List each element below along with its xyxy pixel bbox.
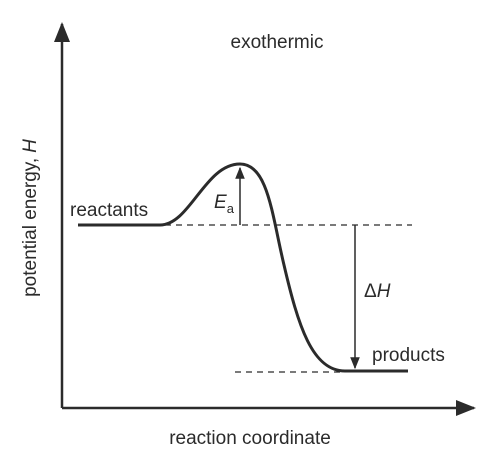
enthalpy-label: ΔH [364,281,391,302]
h-symbol: H [377,281,391,302]
products-label: products [372,345,445,366]
x-axis-label: reaction coordinate [169,428,331,449]
title: exothermic [231,32,324,53]
y-axis-label-text: potential energy, [20,158,41,297]
reactants-label: reactants [70,200,148,221]
y-axis-label: potential energy, H [20,139,41,297]
energy-curve [78,162,408,373]
ea-subscript: a [227,201,235,216]
ea-symbol: E [214,192,227,213]
activation-energy-label: Ea [214,192,235,216]
y-axis-label-symbol: H [20,139,41,153]
delta: Δ [364,281,377,302]
